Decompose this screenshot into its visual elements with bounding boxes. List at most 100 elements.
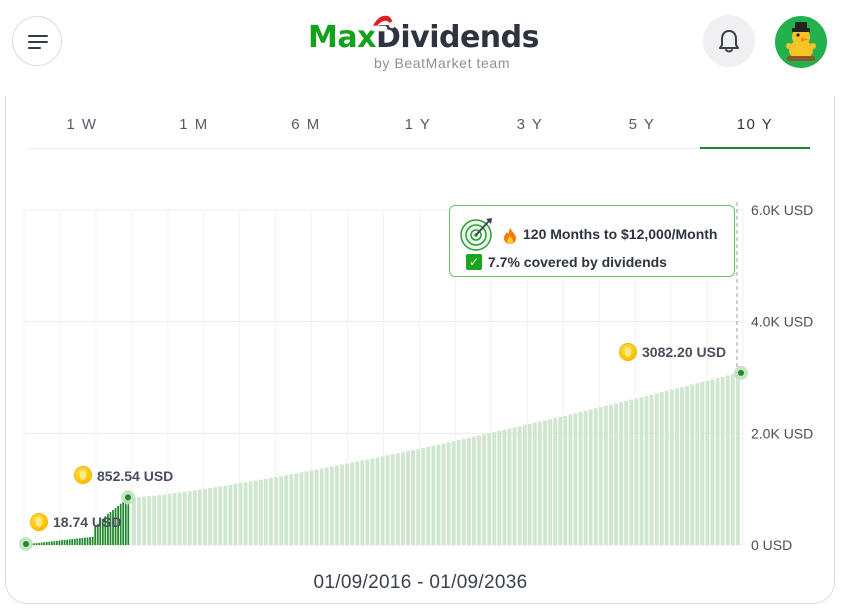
projection-bar	[152, 495, 157, 545]
projection-bar	[680, 387, 684, 545]
fire-icon	[504, 228, 516, 244]
projection-bar	[548, 419, 553, 545]
y-tick-label: 0 USD	[751, 537, 792, 553]
projection-bar	[406, 451, 410, 545]
projection-bar	[446, 442, 451, 545]
notifications-button[interactable]	[703, 15, 755, 67]
y-tick-label: 4.0K USD	[751, 314, 813, 330]
projection-bar	[512, 427, 517, 545]
projection-bar	[192, 490, 197, 545]
projection-bar	[644, 395, 649, 545]
projection-bar	[614, 403, 618, 545]
projection-bar	[451, 441, 456, 545]
history-bar	[53, 541, 56, 545]
history-bar	[43, 542, 46, 545]
history-bar	[48, 541, 51, 545]
logo-max: Max	[308, 20, 376, 55]
history-bar	[104, 516, 107, 545]
history-bar	[127, 497, 130, 545]
projection-bar	[197, 489, 202, 545]
projection-bar	[274, 476, 278, 545]
history-bar	[99, 521, 102, 545]
logo[interactable]: MaxDividends by BeatMarket team	[308, 15, 540, 80]
projection-bar	[279, 476, 284, 545]
projection-bar	[675, 388, 679, 545]
projection-bar	[172, 493, 177, 545]
projection-bar	[335, 465, 339, 545]
projection-bar	[147, 496, 152, 545]
projection-bar	[598, 407, 603, 545]
projection-bar	[532, 422, 537, 545]
projection-bar	[238, 483, 243, 545]
history-bar	[50, 541, 53, 545]
history-bar	[35, 543, 38, 545]
projection-bar	[664, 390, 669, 545]
avatar[interactable]	[775, 16, 827, 68]
projection-bar	[522, 425, 527, 545]
projection-bar	[477, 435, 481, 545]
projection-bar	[593, 408, 598, 545]
projection-bar	[456, 440, 461, 545]
projection-bar	[400, 452, 405, 545]
mid-value-label: 852.54 USD	[97, 468, 174, 484]
projection-bar	[269, 477, 273, 545]
data-point	[738, 369, 744, 376]
tab-1w[interactable]: 1 W	[66, 116, 98, 133]
tab-1y[interactable]: 1 Y	[404, 116, 432, 133]
data-point	[125, 494, 131, 501]
projection-bar	[487, 433, 492, 545]
projection-bar	[319, 468, 324, 545]
projection-bar	[629, 399, 634, 545]
history-bar	[33, 543, 35, 545]
projection-bar	[294, 473, 299, 545]
data-point	[23, 540, 29, 547]
projection-bar	[715, 378, 720, 545]
history-bar	[89, 537, 91, 545]
history-bar	[61, 540, 63, 545]
projection-bar	[365, 459, 370, 545]
projection-bar	[289, 474, 294, 545]
projection-bar	[624, 400, 629, 545]
tab-10y[interactable]: 10 Y	[700, 104, 810, 149]
projection-bar	[360, 460, 365, 545]
history-bar	[71, 539, 74, 545]
tab-1m[interactable]: 1 M	[179, 116, 209, 133]
projection-bar	[228, 484, 233, 545]
projection-bar	[203, 488, 207, 545]
projection-bar	[243, 482, 248, 545]
projection-bar	[436, 444, 441, 545]
projection-bar	[187, 491, 192, 545]
projection-bar	[223, 485, 228, 545]
history-bar	[68, 539, 71, 545]
chart-bars	[28, 372, 740, 545]
menu-button[interactable]	[12, 16, 62, 66]
history-bar	[45, 541, 48, 545]
tab-6m[interactable]: 6 M	[291, 116, 321, 133]
history-bar	[84, 537, 86, 545]
chart-markers	[19, 365, 748, 551]
tab-3y[interactable]: 3 Y	[516, 116, 544, 133]
projection-bar	[553, 418, 558, 545]
projection-bar	[441, 443, 446, 545]
projection-bar	[563, 415, 568, 545]
projection-bar	[132, 497, 136, 545]
projection-bar	[233, 484, 238, 545]
check-icon: ✓	[466, 254, 482, 270]
goal-months-text: 120 Months to $12,000/Month	[523, 226, 718, 242]
projection-bar	[157, 495, 162, 545]
projection-bar	[502, 429, 507, 545]
projection-bar	[583, 410, 588, 545]
end-value-label: 3082.20 USD	[642, 344, 727, 360]
projection-bar	[431, 445, 436, 545]
projection-bar	[375, 457, 380, 545]
projection-bar	[649, 394, 654, 545]
history-bar	[94, 526, 97, 545]
projection-bar	[507, 428, 512, 545]
history-bar	[63, 539, 66, 545]
history-bar	[73, 538, 76, 545]
history-bar	[86, 537, 89, 545]
tab-5y[interactable]: 5 Y	[628, 116, 656, 133]
projection-bar	[329, 466, 334, 545]
projection-bar	[162, 494, 167, 545]
projection-bar	[517, 426, 522, 545]
